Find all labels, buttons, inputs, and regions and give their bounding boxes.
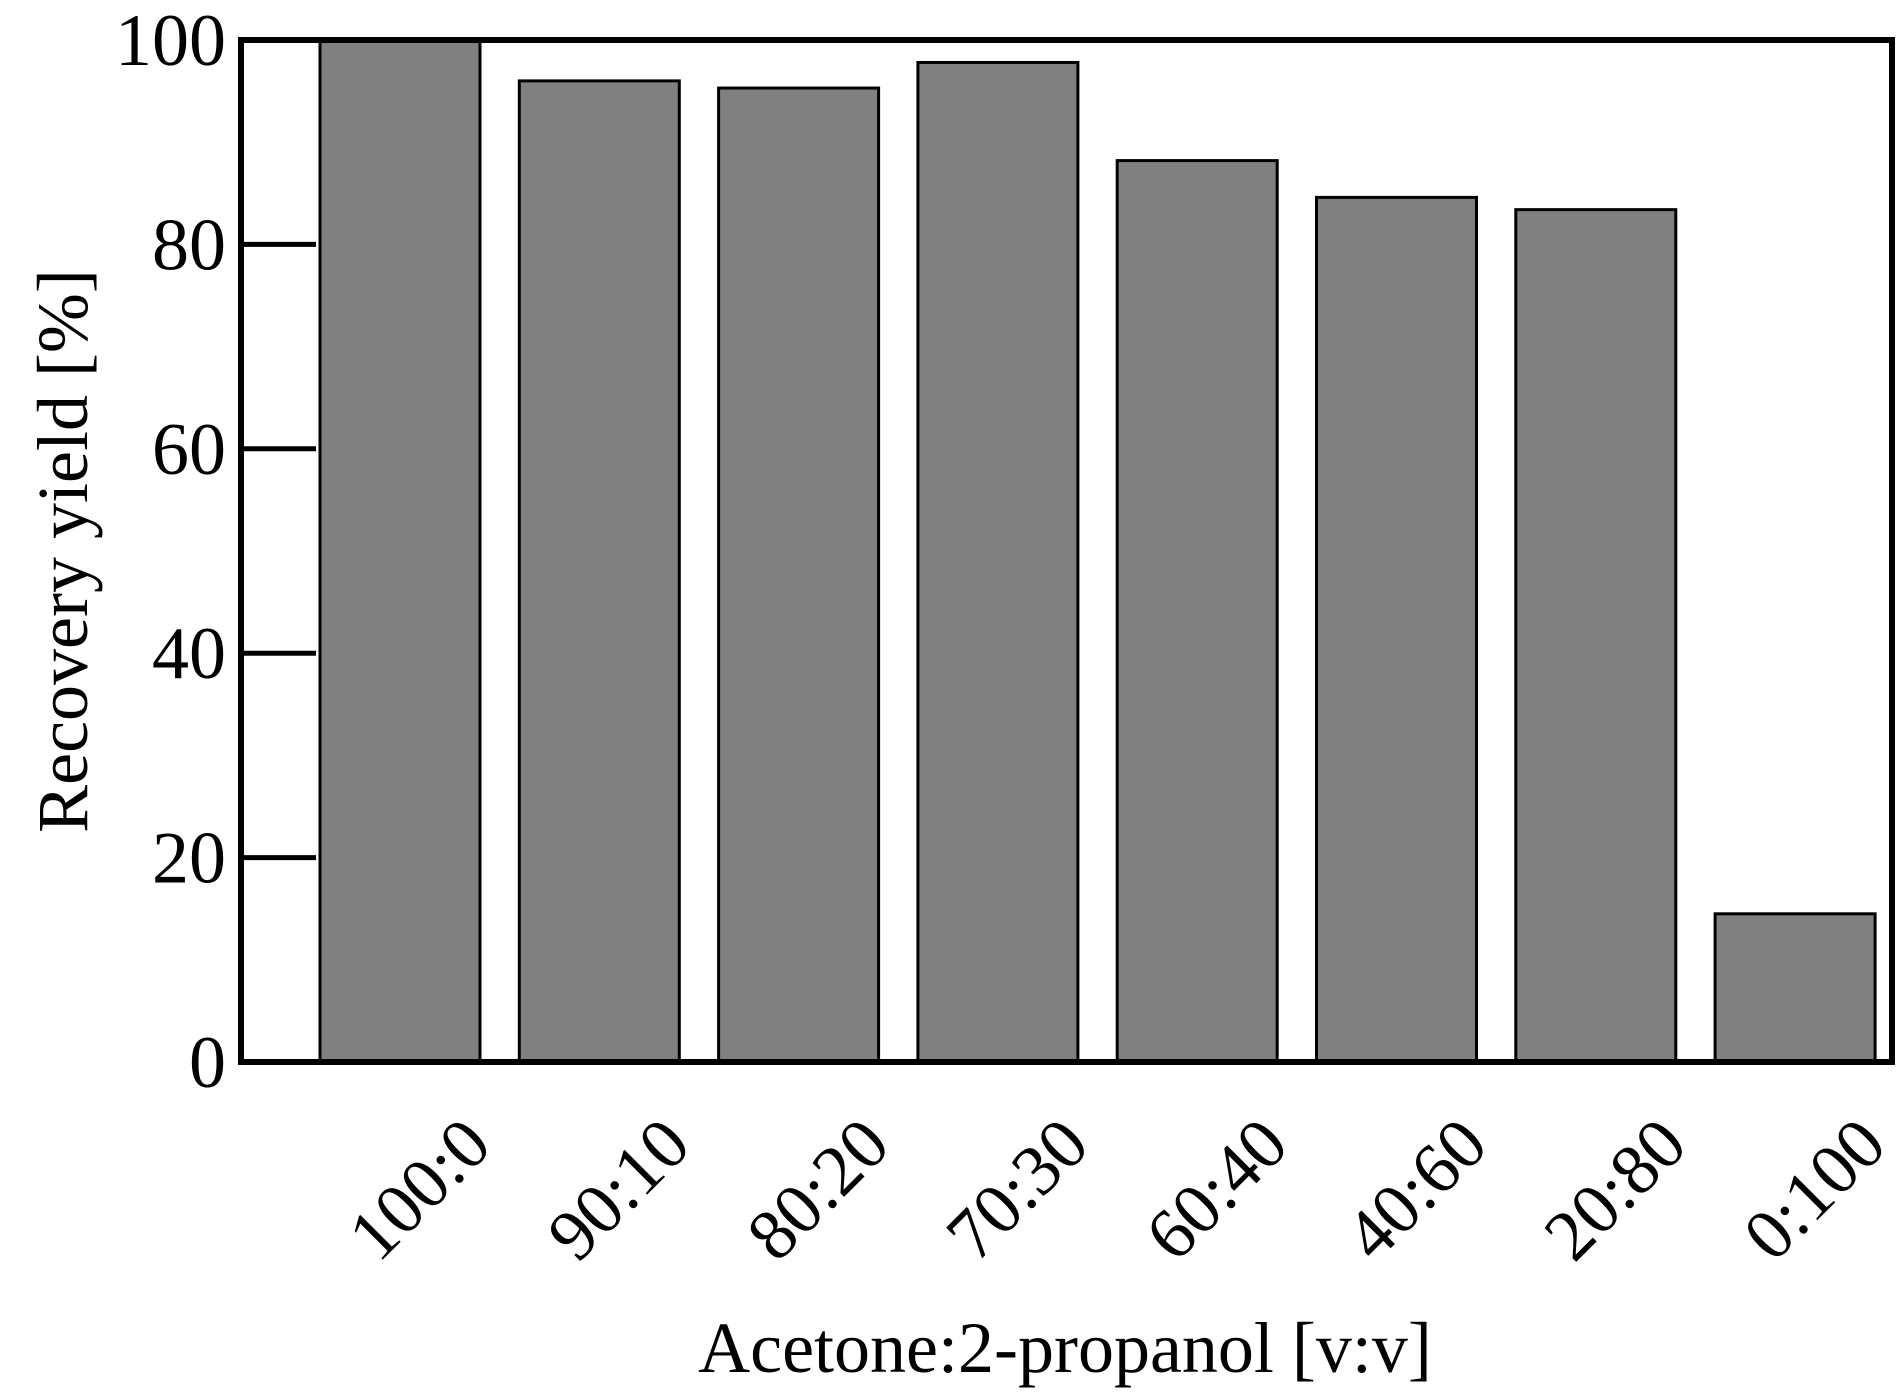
x-tick-label: 20:80 xyxy=(1529,1103,1702,1276)
bar-60-40 xyxy=(1115,159,1279,1064)
x-tick-label: 100:0 xyxy=(333,1103,506,1276)
bar-90-10 xyxy=(517,79,681,1064)
y-tick-label: 0 xyxy=(189,1022,226,1104)
bar-20-80 xyxy=(1514,208,1678,1064)
x-tick-label: 40:60 xyxy=(1329,1103,1502,1276)
x-tick-label: 60:40 xyxy=(1130,1103,1303,1276)
y-tick-label: 100 xyxy=(115,0,226,82)
x-axis-label: Acetone:2-propanol [v:v] xyxy=(698,1308,1432,1388)
bar-80-20 xyxy=(717,86,881,1064)
x-tick-label: 90:10 xyxy=(532,1103,705,1276)
bars-group xyxy=(318,38,1877,1064)
bar-100-0 xyxy=(318,38,482,1064)
y-axis-label: Recovery yield [%] xyxy=(23,269,103,833)
y-tick-label: 20 xyxy=(152,818,226,900)
y-axis-ticks: 0 20 40 60 80 100 xyxy=(115,0,316,1104)
bar-0-100 xyxy=(1713,912,1877,1064)
bar-40-60 xyxy=(1315,195,1478,1064)
x-axis-ticks: 100:0 90:10 80:20 70:30 60:40 40:60 20:80 0:100 xyxy=(333,1103,1900,1276)
x-tick-label: 0:100 xyxy=(1728,1103,1900,1276)
plot-frame xyxy=(238,37,1895,1065)
y-tick-label: 60 xyxy=(152,409,226,491)
y-tick-label: 80 xyxy=(152,204,226,286)
x-tick-label: 70:30 xyxy=(931,1103,1104,1276)
x-tick-label: 80:20 xyxy=(732,1103,905,1276)
bar-70-30 xyxy=(916,60,1080,1064)
y-tick-label: 40 xyxy=(152,613,226,695)
